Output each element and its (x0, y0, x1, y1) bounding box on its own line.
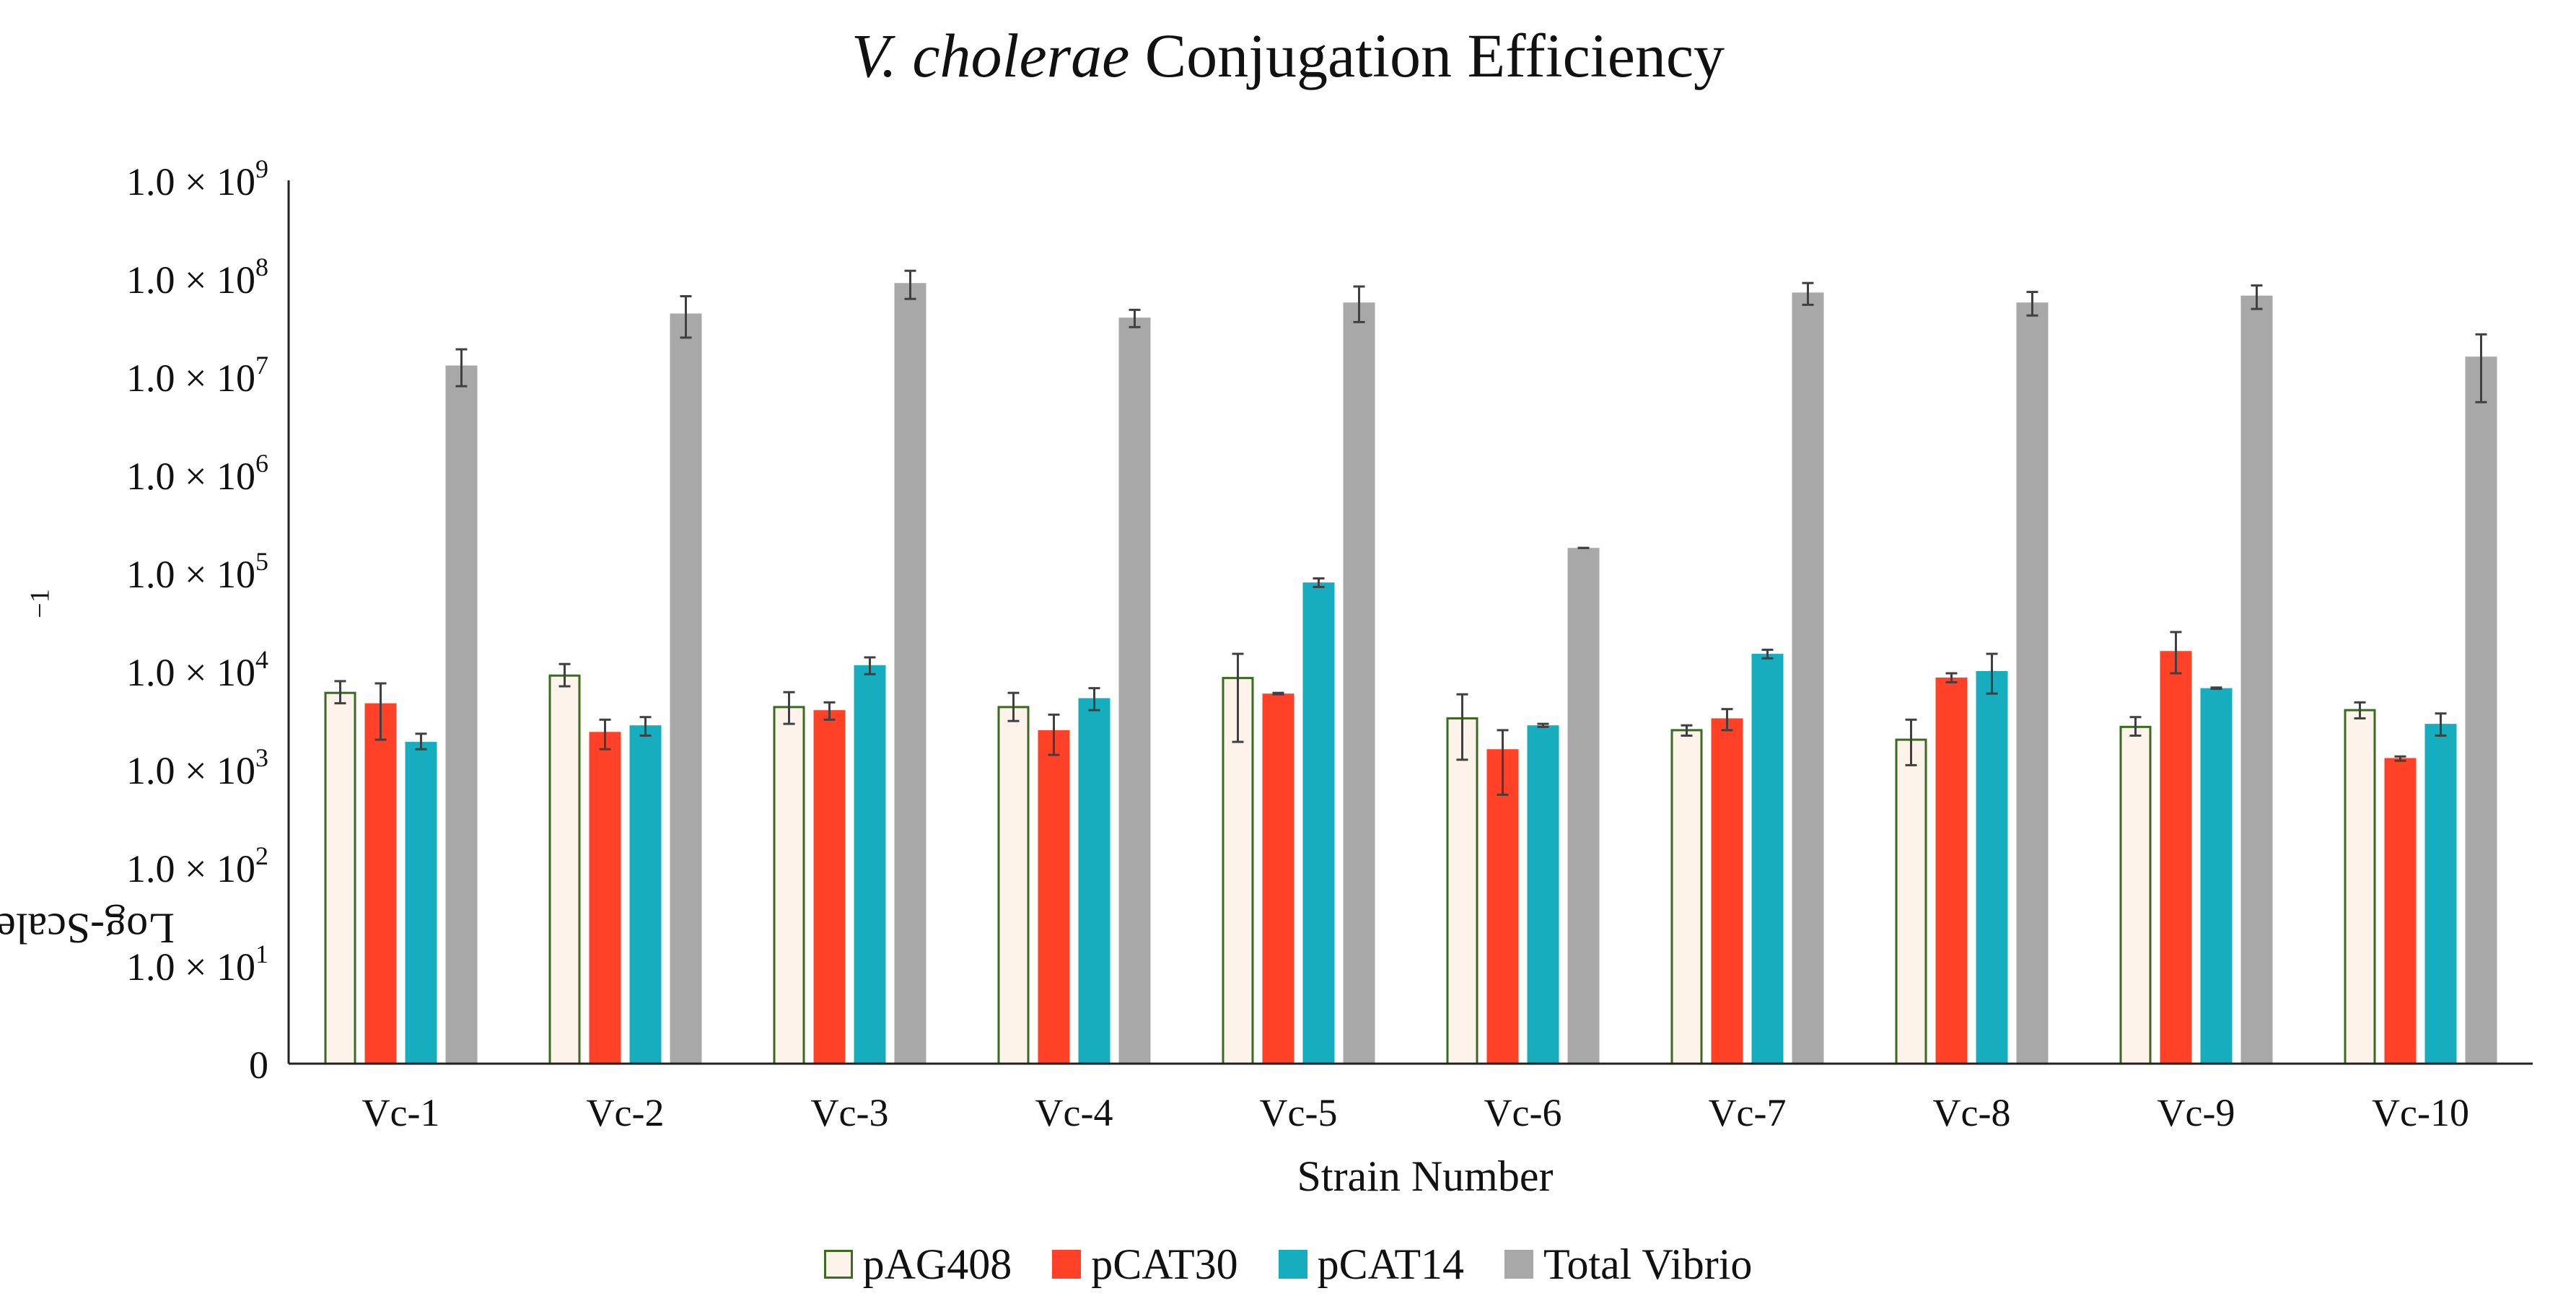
legend-item: pCAT30 (1052, 1240, 1238, 1290)
bar-pag408-vc-3 (773, 706, 805, 1065)
bar-pag408-vc-10 (2344, 709, 2376, 1065)
bar-pag408-vc-9 (2119, 725, 2152, 1065)
legend-swatch (1052, 1250, 1082, 1279)
bar-pcat30-vc-8 (1935, 677, 1968, 1064)
bar-pcat14-vc-3 (854, 665, 886, 1064)
legend-swatch (1504, 1250, 1533, 1279)
y-tick-label: 1.0 × 102 (126, 841, 268, 890)
bar-pag408-vc-8 (1895, 738, 1927, 1065)
bar-pcat30-vc-7 (1711, 718, 1743, 1064)
bar-total-vibrio-vc-6 (1567, 548, 1600, 1064)
bar-pcat30-vc-1 (364, 703, 397, 1064)
y-tick-label: 1.0 × 106 (126, 449, 268, 498)
chart-title-italic: V. cholerae (851, 21, 1130, 90)
bar-pcat14-vc-5 (1302, 582, 1335, 1064)
bar-pag408-vc-1 (324, 691, 356, 1065)
bar-pag408-vc-6 (1446, 717, 1478, 1065)
legend-item: pCAT14 (1278, 1240, 1464, 1290)
x-tick-label: Vc-3 (811, 1091, 889, 1134)
bar-total-vibrio-vc-8 (2016, 302, 2049, 1064)
bar-pcat30-vc-2 (589, 732, 621, 1064)
bar-total-vibrio-vc-9 (2240, 295, 2273, 1064)
bar-pcat14-vc-10 (2424, 724, 2457, 1064)
legend-label: pCAT14 (1317, 1240, 1464, 1288)
chart-title-rest: Conjugation Efficiency (1129, 21, 1725, 90)
bar-total-vibrio-vc-3 (894, 283, 926, 1064)
bar-total-vibrio-vc-4 (1118, 318, 1151, 1064)
legend-swatch (1278, 1250, 1307, 1279)
x-tick-label: Vc-4 (1035, 1091, 1113, 1134)
y-tick-label: 1.0 × 108 (126, 253, 268, 302)
bar-pcat14-vc-8 (1976, 671, 2008, 1064)
x-axis-label: Strain Number (1297, 1152, 1554, 1200)
x-tick-label: Vc-7 (1709, 1091, 1787, 1134)
bar-pcat14-vc-7 (1751, 654, 1784, 1064)
bar-pcat14-vc-6 (1527, 725, 1559, 1064)
y-tick-label: 1.0 × 103 (126, 743, 268, 792)
bar-pag408-vc-7 (1670, 729, 1703, 1065)
bar-pcat30-vc-5 (1262, 693, 1294, 1064)
legend-label: Total Vibrio (1543, 1240, 1753, 1288)
bar-pcat30-vc-9 (2160, 651, 2192, 1064)
bar-pcat14-vc-1 (405, 742, 437, 1064)
legend-item: Total Vibrio (1504, 1240, 1752, 1290)
legend-item: pAG408 (823, 1240, 1012, 1290)
legend-label: pCAT30 (1091, 1240, 1238, 1288)
bar-total-vibrio-vc-2 (670, 313, 702, 1064)
bar-total-vibrio-vc-5 (1343, 302, 1375, 1064)
x-tick-label: Vc-2 (587, 1091, 665, 1134)
bar-total-vibrio-vc-10 (2465, 356, 2497, 1064)
bar-total-vibrio-vc-7 (1792, 292, 1824, 1064)
bar-pcat30-vc-4 (1038, 730, 1070, 1064)
bar-pag408-vc-4 (997, 706, 1030, 1065)
x-tick-label: Vc-9 (2157, 1091, 2235, 1134)
x-tick-label: Vc-8 (1933, 1091, 2011, 1134)
legend: pAG408 pCAT30 pCAT14 Total Vibrio (0, 1235, 2576, 1293)
y-tick-label: 1.0 × 109 (126, 154, 268, 203)
bar-pcat14-vc-2 (629, 725, 662, 1064)
y-tick-label: 0 (249, 1043, 268, 1087)
y-tick-label: 1.0 × 104 (126, 645, 268, 694)
x-tick-label: Vc-1 (362, 1091, 440, 1134)
bar-pcat30-vc-10 (2384, 758, 2417, 1064)
y-tick-label: 1.0 × 105 (126, 547, 268, 596)
bar-total-vibrio-vc-1 (445, 365, 478, 1064)
bar-pcat30-vc-6 (1486, 749, 1519, 1064)
y-tick-label: 1.0 × 107 (126, 351, 268, 400)
bar-pag408-vc-2 (548, 674, 581, 1065)
bar-pcat30-vc-3 (813, 710, 846, 1064)
bar-pcat14-vc-9 (2200, 688, 2233, 1064)
legend-label: pAG408 (862, 1240, 1012, 1288)
bar-pcat14-vc-4 (1078, 698, 1110, 1064)
legend-swatch (823, 1250, 853, 1279)
x-tick-label: Vc-5 (1260, 1091, 1338, 1134)
x-tick-label: Vc-10 (2372, 1091, 2469, 1134)
chart-title: V. cholerae Conjugation Efficiency (0, 16, 2576, 95)
x-tick-label: Vc-6 (1484, 1091, 1562, 1134)
y-tick-label: 1.0 × 101 (126, 940, 268, 989)
